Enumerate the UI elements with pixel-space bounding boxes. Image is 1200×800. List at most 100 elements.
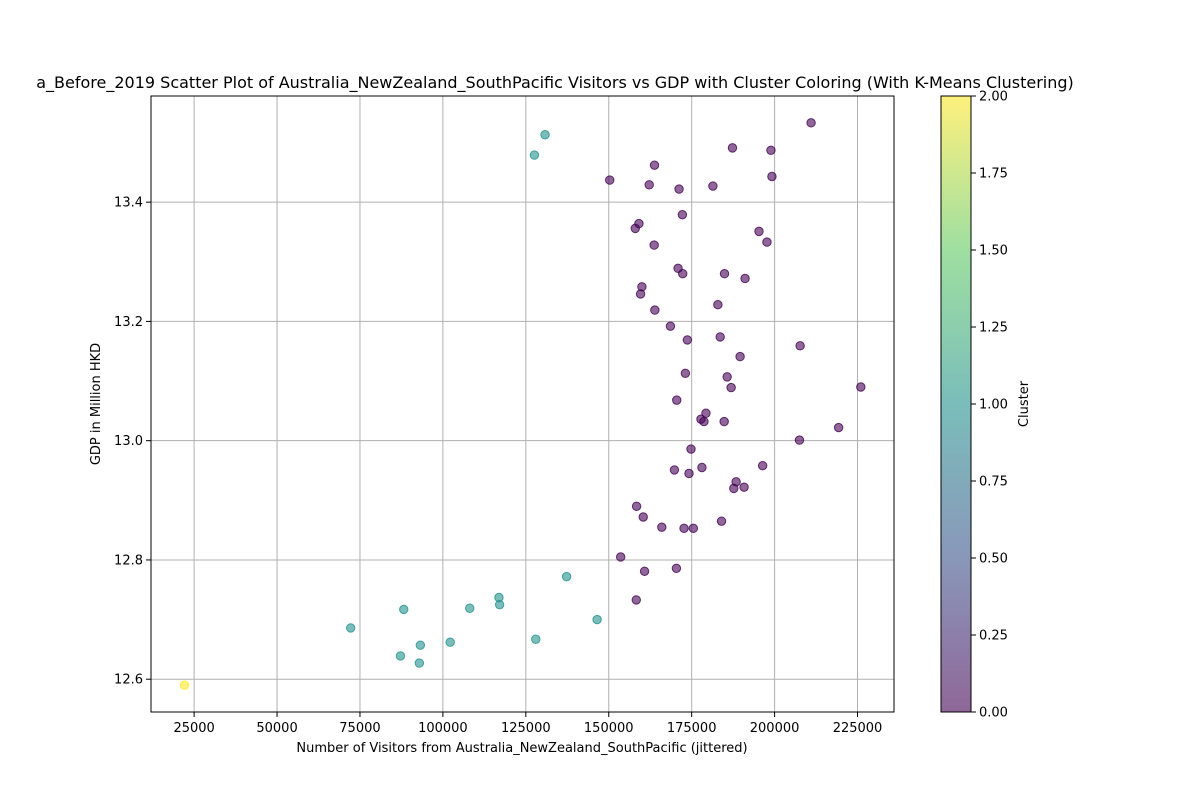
x-tick-label: 125000 xyxy=(501,721,551,736)
colorbar-tick-label: 2.00 xyxy=(979,90,1008,105)
data-point-cluster-0 xyxy=(688,523,699,534)
data-point-cluster-0 xyxy=(669,465,680,475)
data-point-cluster-0 xyxy=(630,223,640,234)
data-point-cluster-0 xyxy=(686,444,696,454)
y-tick-label: 13.2 xyxy=(114,315,143,330)
data-point-cluster-0 xyxy=(672,395,682,405)
y-axis-ticks: 12.6 12.8 13.0 13.2 13.4 xyxy=(114,196,151,688)
data-point-cluster-0 xyxy=(754,226,764,237)
data-point-cluster-0 xyxy=(722,372,732,382)
data-point-cluster-0 xyxy=(719,416,729,427)
data-point-cluster-0 xyxy=(806,118,816,128)
data-point-cluster-0 xyxy=(762,237,772,247)
data-point-cluster-0 xyxy=(678,269,688,279)
grid-lines xyxy=(151,96,894,712)
colorbar-gradient xyxy=(941,96,971,712)
colorbar-label: Cluster xyxy=(1017,380,1032,427)
data-point-cluster-0 xyxy=(726,382,736,393)
data-point-cluster-1 xyxy=(415,640,426,650)
data-point-cluster-0 xyxy=(708,181,718,191)
data-point-cluster-1 xyxy=(531,634,541,644)
data-point-cluster-1 xyxy=(465,603,475,613)
data-point-cluster-0 xyxy=(716,516,727,526)
data-point-cluster-1 xyxy=(395,651,406,661)
data-point-cluster-0 xyxy=(650,305,660,315)
data-point-cluster-0 xyxy=(739,482,749,492)
x-tick-label: 25000 xyxy=(173,721,214,736)
data-point-cluster-0 xyxy=(729,483,739,494)
colorbar-ticks: 0.00 0.25 0.50 0.75 1.00 1.25 1.50 1.75 2.00 xyxy=(971,90,1008,721)
data-point-cluster-1 xyxy=(592,614,602,625)
data-point-cluster-0 xyxy=(638,512,648,522)
data-point-cluster-0 xyxy=(684,468,694,479)
data-point-cluster-0 xyxy=(699,416,709,427)
x-tick-label: 100000 xyxy=(418,721,468,736)
y-tick-label: 13.4 xyxy=(114,196,143,211)
y-tick-label: 12.6 xyxy=(114,673,143,688)
data-point-cluster-0 xyxy=(795,341,805,351)
colorbar-tick-label: 0.75 xyxy=(979,475,1008,490)
data-points xyxy=(179,118,866,690)
data-point-cluster-0 xyxy=(757,461,768,471)
data-point-cluster-0 xyxy=(631,501,642,511)
data-point-cluster-1 xyxy=(561,571,572,582)
data-point-cluster-0 xyxy=(727,143,738,153)
data-point-cluster-0 xyxy=(697,462,707,473)
data-point-cluster-0 xyxy=(615,552,626,562)
data-point-cluster-1 xyxy=(345,623,356,633)
data-point-cluster-0 xyxy=(682,335,693,345)
data-point-cluster-1 xyxy=(540,130,550,140)
data-point-cluster-0 xyxy=(680,368,691,378)
data-point-cluster-0 xyxy=(794,435,805,445)
data-point-cluster-0 xyxy=(719,269,730,279)
y-axis-label: GDP in Million HKD xyxy=(89,343,104,465)
data-point-cluster-1 xyxy=(399,604,409,615)
x-tick-label: 75000 xyxy=(339,721,380,736)
plot-area-frame xyxy=(150,95,895,713)
data-point-cluster-0 xyxy=(649,240,659,250)
data-point-cluster-0 xyxy=(713,300,723,310)
data-point-cluster-1 xyxy=(494,599,505,610)
x-axis-label: Number of Visitors from Australia_NewZea… xyxy=(296,741,747,756)
data-point-cluster-2 xyxy=(179,680,190,690)
y-tick-label: 12.8 xyxy=(114,553,143,568)
data-point-cluster-0 xyxy=(735,351,745,362)
data-point-cluster-0 xyxy=(671,563,682,573)
x-tick-label: 200000 xyxy=(750,721,800,736)
data-point-cluster-0 xyxy=(605,175,615,185)
data-point-cluster-1 xyxy=(445,637,455,647)
data-point-cluster-0 xyxy=(833,422,844,433)
data-point-cluster-0 xyxy=(639,566,650,576)
data-point-cluster-0 xyxy=(657,522,667,532)
data-point-cluster-1 xyxy=(414,658,425,668)
x-axis-ticks: 25000 50000 75000 100000 125000 150000 175000 2… xyxy=(173,712,882,736)
data-point-cluster-0 xyxy=(644,180,654,190)
colorbar-tick-label: 1.75 xyxy=(979,167,1008,182)
colorbar-tick-label: 0.25 xyxy=(979,629,1008,644)
x-tick-label: 175000 xyxy=(667,721,717,736)
data-point-cluster-0 xyxy=(715,332,725,342)
data-point-cluster-0 xyxy=(677,209,688,220)
x-tick-label: 150000 xyxy=(584,721,634,736)
colorbar-tick-label: 0.50 xyxy=(979,552,1008,567)
data-point-cluster-0 xyxy=(674,184,684,194)
colorbar-tick-label: 1.50 xyxy=(979,244,1008,259)
data-point-cluster-0 xyxy=(631,595,641,605)
data-point-cluster-0 xyxy=(740,273,750,284)
data-point-cluster-0 xyxy=(635,289,646,299)
colorbar-tick-label: 1.00 xyxy=(979,398,1008,413)
y-tick-label: 13.0 xyxy=(114,434,143,449)
colorbar-tick-label: 0.00 xyxy=(979,706,1008,721)
x-tick-label: 50000 xyxy=(256,721,297,736)
data-point-cluster-0 xyxy=(856,382,866,392)
colorbar: 0.00 0.25 0.50 0.75 1.00 1.25 1.50 1.75 2.00 Clu… xyxy=(940,90,1032,721)
data-point-cluster-0 xyxy=(649,160,660,170)
data-point-cluster-0 xyxy=(766,145,776,155)
data-point-cluster-0 xyxy=(767,171,777,182)
data-point-cluster-0 xyxy=(679,523,689,534)
colorbar-tick-label: 1.25 xyxy=(979,321,1008,336)
x-tick-label: 225000 xyxy=(833,721,883,736)
data-point-cluster-0 xyxy=(665,321,676,331)
data-point-cluster-1 xyxy=(529,150,540,160)
